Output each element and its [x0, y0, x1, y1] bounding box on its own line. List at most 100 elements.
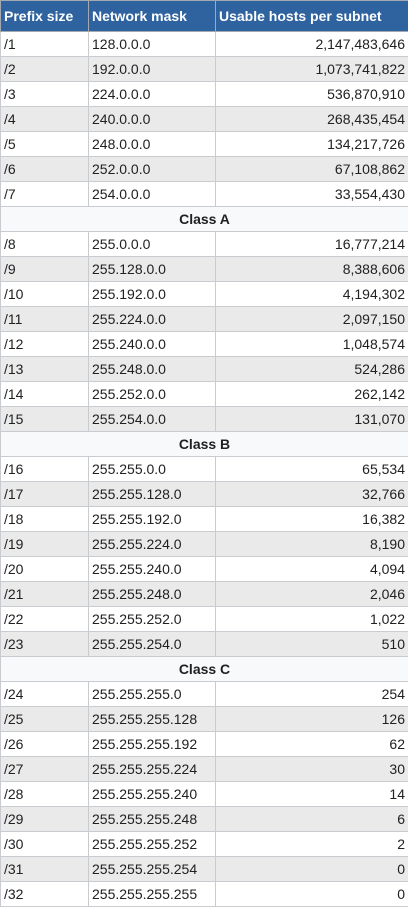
prefix-cell: /7	[0, 181, 89, 207]
usable-hosts-cell: 1,048,574	[215, 331, 408, 357]
table-row: /26 255.255.255.192 62	[0, 731, 408, 757]
prefix-cell: /22	[0, 606, 89, 632]
table-row: /15 255.254.0.0 131,070	[0, 406, 408, 432]
prefix-cell: /5	[0, 131, 89, 157]
network-mask-cell: 255.255.255.192	[88, 731, 216, 757]
table-row: /27 255.255.255.224 30	[0, 756, 408, 782]
prefix-cell: /21	[0, 581, 89, 607]
usable-hosts-cell: 262,142	[215, 381, 408, 407]
table-row: /3 224.0.0.0 536,870,910	[0, 81, 408, 107]
table-row: /2 192.0.0.0 1,073,741,822	[0, 56, 408, 82]
network-mask-cell: 255.192.0.0	[88, 281, 216, 307]
usable-hosts-cell: 30	[215, 756, 408, 782]
prefix-cell: /28	[0, 781, 89, 807]
network-mask-cell: 255.255.240.0	[88, 556, 216, 582]
prefix-cell: /16	[0, 456, 89, 482]
table-row: /24 255.255.255.0 254	[0, 681, 408, 707]
prefix-cell: /18	[0, 506, 89, 532]
usable-hosts-cell: 67,108,862	[215, 156, 408, 182]
table-row: /13 255.248.0.0 524,286	[0, 356, 408, 382]
network-mask-cell: 255.255.254.0	[88, 631, 216, 657]
table-row: /11 255.224.0.0 2,097,150	[0, 306, 408, 332]
table-header: Prefix size Network mask Usable hosts pe…	[0, 0, 408, 32]
usable-hosts-cell: 8,190	[215, 531, 408, 557]
usable-hosts-cell: 8,388,606	[215, 256, 408, 282]
usable-hosts-cell: 510	[215, 631, 408, 657]
network-mask-cell: 255.255.0.0	[88, 456, 216, 482]
table-row: /10 255.192.0.0 4,194,302	[0, 281, 408, 307]
prefix-cell: /3	[0, 81, 89, 107]
prefix-cell: /30	[0, 831, 89, 857]
prefix-cell: /13	[0, 356, 89, 382]
class-section-row: Class C	[0, 656, 408, 682]
network-mask-cell: 254.0.0.0	[88, 181, 216, 207]
table-row: /32 255.255.255.255 0	[0, 881, 408, 907]
network-mask-cell: 255.255.224.0	[88, 531, 216, 557]
usable-hosts-cell: 2,147,483,646	[215, 31, 408, 57]
network-mask-cell: 255.255.255.240	[88, 781, 216, 807]
table-row: /18 255.255.192.0 16,382	[0, 506, 408, 532]
usable-hosts-cell: 14	[215, 781, 408, 807]
usable-hosts-cell: 2,097,150	[215, 306, 408, 332]
table-row: /8 255.0.0.0 16,777,214	[0, 231, 408, 257]
table-row: /16 255.255.0.0 65,534	[0, 456, 408, 482]
network-mask-cell: 128.0.0.0	[88, 31, 216, 57]
prefix-cell: /27	[0, 756, 89, 782]
usable-hosts-cell: 1,073,741,822	[215, 56, 408, 82]
usable-hosts-cell: 4,194,302	[215, 281, 408, 307]
table-row: /30 255.255.255.252 2	[0, 831, 408, 857]
network-mask-cell: 224.0.0.0	[88, 81, 216, 107]
prefix-cell: /25	[0, 706, 89, 732]
prefix-cell: /6	[0, 156, 89, 182]
prefix-cell: /2	[0, 56, 89, 82]
usable-hosts-cell: 16,382	[215, 506, 408, 532]
usable-hosts-cell: 2,046	[215, 581, 408, 607]
usable-hosts-cell: 268,435,454	[215, 106, 408, 132]
usable-hosts-cell: 16,777,214	[215, 231, 408, 257]
table-body: /1 128.0.0.0 2,147,483,646/2 192.0.0.0 1,073…	[0, 31, 408, 907]
prefix-cell: /11	[0, 306, 89, 332]
prefix-cell: /32	[0, 881, 89, 907]
table-row: /12 255.240.0.0 1,048,574	[0, 331, 408, 357]
usable-hosts-cell: 524,286	[215, 356, 408, 382]
table-row: /19 255.255.224.0 8,190	[0, 531, 408, 557]
network-mask-cell: 255.255.255.254	[88, 856, 216, 882]
header-prefix-size: Prefix size	[0, 0, 89, 32]
usable-hosts-cell: 32,766	[215, 481, 408, 507]
table-row: /14 255.252.0.0 262,142	[0, 381, 408, 407]
prefix-cell: /8	[0, 231, 89, 257]
class-section-row: Class B	[0, 431, 408, 457]
usable-hosts-cell: 131,070	[215, 406, 408, 432]
usable-hosts-cell: 65,534	[215, 456, 408, 482]
prefix-cell: /24	[0, 681, 89, 707]
network-mask-cell: 255.0.0.0	[88, 231, 216, 257]
network-mask-cell: 255.255.248.0	[88, 581, 216, 607]
prefix-cell: /1	[0, 31, 89, 57]
table-row: /21 255.255.248.0 2,046	[0, 581, 408, 607]
usable-hosts-cell: 0	[215, 856, 408, 882]
usable-hosts-cell: 33,554,430	[215, 181, 408, 207]
network-mask-cell: 255.128.0.0	[88, 256, 216, 282]
usable-hosts-cell: 4,094	[215, 556, 408, 582]
network-mask-cell: 255.255.255.255	[88, 881, 216, 907]
network-mask-cell: 255.255.252.0	[88, 606, 216, 632]
prefix-cell: /12	[0, 331, 89, 357]
usable-hosts-cell: 1,022	[215, 606, 408, 632]
network-mask-cell: 255.255.255.224	[88, 756, 216, 782]
table-row: /17 255.255.128.0 32,766	[0, 481, 408, 507]
prefix-cell: /14	[0, 381, 89, 407]
prefix-cell: /26	[0, 731, 89, 757]
table-row: /5 248.0.0.0 134,217,726	[0, 131, 408, 157]
table-row: /6 252.0.0.0 67,108,862	[0, 156, 408, 182]
table-row: /7 254.0.0.0 33,554,430	[0, 181, 408, 207]
table-row: /25 255.255.255.128 126	[0, 706, 408, 732]
network-mask-cell: 255.248.0.0	[88, 356, 216, 382]
prefix-cell: /15	[0, 406, 89, 432]
table-row: /23 255.255.254.0 510	[0, 631, 408, 657]
prefix-cell: /31	[0, 856, 89, 882]
header-usable-hosts: Usable hosts per subnet	[215, 0, 408, 32]
table-row: /4 240.0.0.0 268,435,454	[0, 106, 408, 132]
usable-hosts-cell: 6	[215, 806, 408, 832]
network-mask-cell: 255.255.192.0	[88, 506, 216, 532]
